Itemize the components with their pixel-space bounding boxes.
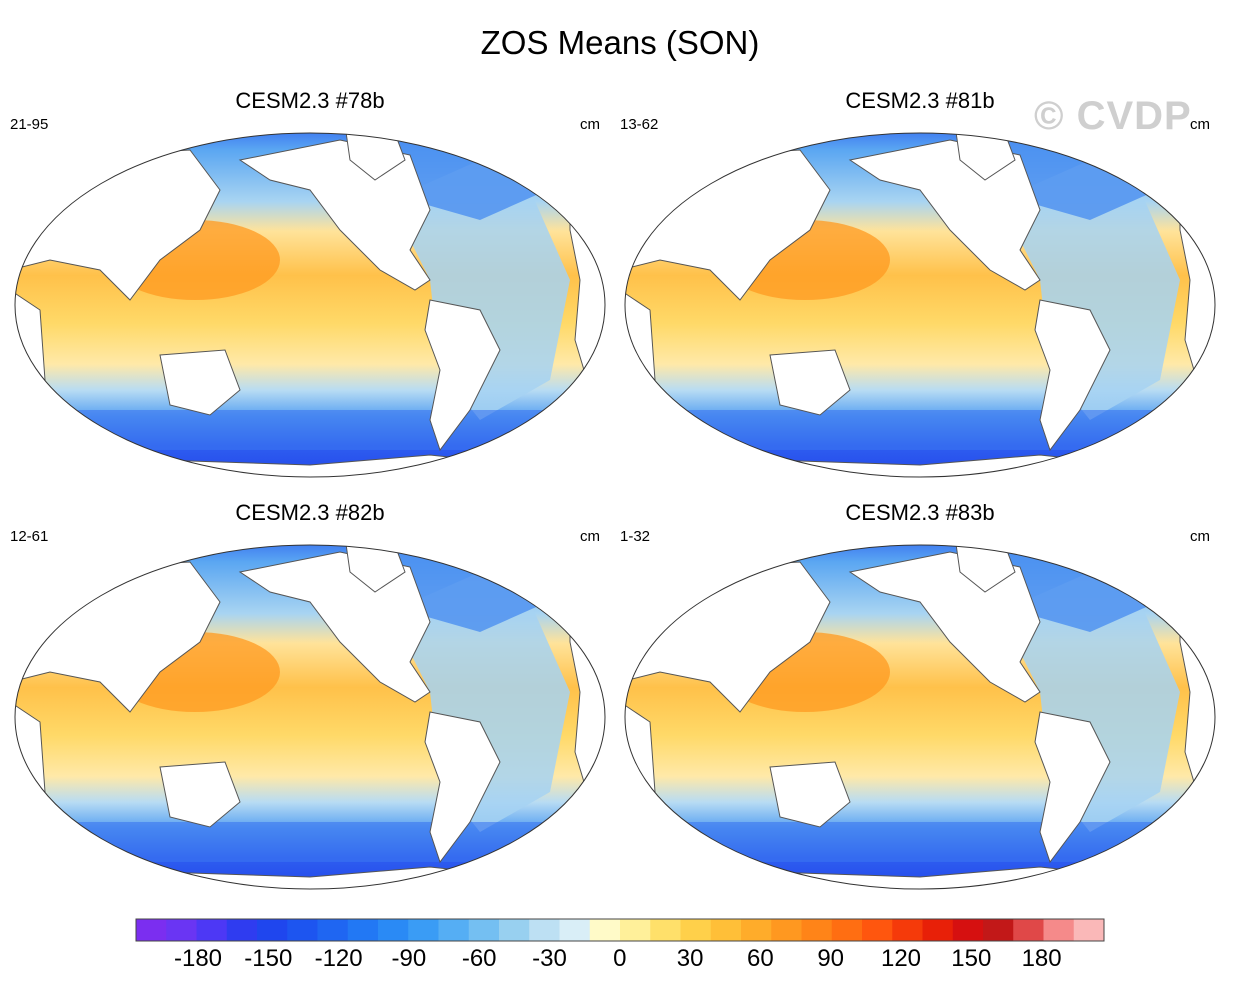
south-america — [424, 299, 501, 452]
colorbar-swatch — [196, 919, 228, 941]
colorbar — [135, 918, 1105, 942]
colorbar-swatch — [831, 919, 863, 941]
colorbar-swatch — [680, 919, 712, 941]
ocean-field — [625, 545, 1215, 889]
australia — [159, 349, 241, 416]
colorbar-swatch — [1013, 919, 1044, 941]
ocean-field — [15, 545, 605, 889]
colorbar-labels: -180 -150 -120 -90 -60 -30 0 30 60 90 120 150 180 — [0, 945, 1240, 975]
colorbar-swatch — [620, 919, 651, 941]
panel-years: 13-62 — [620, 116, 659, 133]
colorbar-swatch — [559, 919, 591, 941]
colorbar-swatch — [378, 919, 409, 941]
colorbar-tick-label: 90 — [817, 945, 845, 972]
colorbar-tick-label: 150 — [951, 945, 992, 972]
map-border — [14, 132, 606, 478]
ocean-field — [625, 133, 1215, 477]
colorbar-tick-label: -60 — [461, 945, 497, 972]
colorbar-tick-label: -90 — [391, 945, 427, 972]
world-map — [624, 132, 1216, 478]
colorbar-swatch — [892, 919, 923, 941]
map-panel-78b: CESM2.3 #78b 21-95 cm — [10, 88, 610, 488]
southern-ocean — [15, 410, 605, 450]
world-map — [14, 544, 606, 890]
colorbar-swatch — [952, 919, 984, 941]
panel-years: 12-61 — [10, 528, 49, 545]
panel-units: cm — [580, 116, 600, 133]
colorbar-swatch — [741, 919, 772, 941]
colorbar-tick-label: 180 — [1021, 945, 1062, 972]
colorbar-tick-label: -30 — [532, 945, 567, 972]
colorbar-swatch — [166, 919, 197, 941]
world-map — [624, 544, 1216, 890]
colorbar-swatch — [347, 919, 379, 941]
colorbar-swatch — [922, 919, 954, 941]
cvdp-watermark: © CVDP — [1034, 94, 1192, 138]
australia — [769, 761, 851, 828]
map-panel-82b: CESM2.3 #82b 12-61 cm — [10, 500, 610, 900]
colorbar-swatch — [408, 919, 439, 941]
australia — [769, 349, 851, 416]
colorbar-swatch — [287, 919, 318, 941]
panel-units: cm — [1190, 116, 1210, 133]
colorbar-swatch — [1043, 919, 1075, 941]
colorbar-swatch — [589, 919, 621, 941]
colorbar-tick-label: -120 — [314, 945, 363, 972]
australia — [159, 761, 241, 828]
atlantic-ocean — [1000, 572, 1180, 832]
colorbar-tick-label: -150 — [244, 945, 293, 972]
southern-ocean — [15, 822, 605, 862]
colorbar-swatch — [801, 919, 833, 941]
colorbar-tick-label: 0 — [613, 945, 627, 972]
map-border — [624, 544, 1216, 890]
colorbar-tick-label: 60 — [747, 945, 774, 972]
colorbar-swatch — [1073, 919, 1105, 941]
colorbar-swatch — [317, 919, 349, 941]
colorbar-swatch — [136, 919, 167, 941]
colorbar-swatch — [862, 919, 893, 941]
colorbar-swatch — [710, 919, 742, 941]
map-panel-81b: CESM2.3 #81b 13-62 cm — [620, 88, 1220, 488]
south-america — [1034, 711, 1111, 864]
colorbar-swatch — [983, 919, 1014, 941]
colorbar-swatch — [499, 919, 530, 941]
colorbar-tick-label: 30 — [676, 945, 704, 972]
panel-units: cm — [580, 528, 600, 545]
atlantic-ocean — [390, 160, 570, 420]
map-border — [624, 132, 1216, 478]
south-america — [1034, 299, 1111, 452]
world-map — [14, 132, 606, 478]
panel-title: CESM2.3 #82b — [235, 500, 385, 525]
colorbar-tick-label: -180 — [173, 945, 223, 972]
panel-title: CESM2.3 #81b — [845, 88, 995, 113]
southern-ocean — [625, 822, 1215, 862]
colorbar-tick-label: 120 — [880, 945, 922, 972]
south-america — [424, 711, 501, 864]
map-panel-83b: CESM2.3 #83b 1-32 cm — [620, 500, 1220, 900]
panel-units: cm — [1190, 528, 1210, 545]
atlantic-ocean — [1000, 160, 1180, 420]
colorbar-swatch — [257, 919, 288, 941]
colorbar-swatch — [468, 919, 500, 941]
map-border — [14, 544, 606, 890]
panel-title: CESM2.3 #78b — [235, 88, 385, 113]
figure-title: ZOS Means (SON) — [480, 24, 760, 61]
panel-title: CESM2.3 #83b — [845, 500, 995, 525]
colorbar-swatch — [650, 919, 681, 941]
colorbar-swatch — [438, 919, 470, 941]
colorbar-swatch — [771, 919, 802, 941]
atlantic-ocean — [390, 572, 570, 832]
colorbar-swatch — [529, 919, 560, 941]
colorbar-frame — [135, 918, 1105, 942]
panel-years: 1-32 — [620, 528, 651, 545]
ocean-field — [15, 133, 605, 477]
colorbar-swatch — [226, 919, 258, 941]
panel-years: 21-95 — [10, 116, 49, 133]
southern-ocean — [625, 410, 1215, 450]
